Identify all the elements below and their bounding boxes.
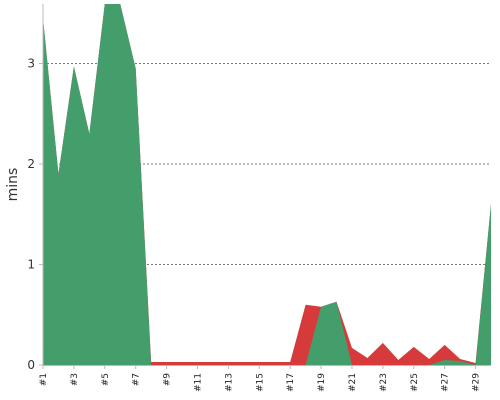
x-tick-label-3: #3 [70,373,80,386]
series-area-2 [43,4,491,365]
y-tick-labels: 0 1 2 3 [27,57,43,372]
x-tick-label-15: #15 [255,373,265,392]
x-tick-label-7: #7 [132,373,142,386]
axes [42,4,491,366]
y-tick-label-3: 3 [27,57,35,71]
x-tick-label-25: #25 [410,373,420,392]
x-tick-label-5: #5 [101,373,111,386]
x-tick-label-27: #27 [441,373,451,392]
y-axis-title: mins [5,168,21,202]
grid-lines [43,63,491,265]
y-tick-label-1: 1 [27,258,35,272]
x-tick-label-21: #21 [348,373,358,392]
x-tick-label-9: #9 [163,373,173,387]
x-tick-label-29: #29 [472,373,482,392]
x-tick-label-17: #17 [286,373,296,392]
x-tick-label-23: #23 [379,373,389,392]
y-tick-label-2: 2 [27,157,35,171]
x-tick-label-11: #11 [193,373,203,392]
series-areas [43,4,491,365]
x-tick-label-13: #13 [224,373,234,392]
x-tick-label-1: #1 [39,373,49,386]
y-tick-label-0: 0 [27,358,35,372]
x-tick-label-19: #19 [317,373,327,392]
x-tick-labels: #1 #3 #5 #7 #9 #11 #13 #15 #17 #19 #21 #23 #25 #27 #29 [39,365,482,392]
